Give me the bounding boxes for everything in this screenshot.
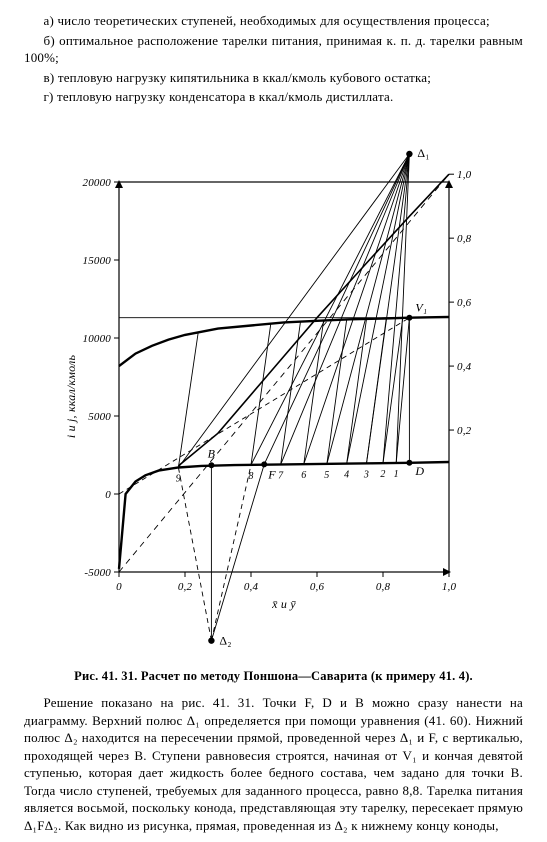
svg-text:2: 2 xyxy=(380,469,385,480)
figure-caption: Рис. 41. 31. Расчет по методу Поншона—Са… xyxy=(49,668,498,684)
item-b: б) оптимальное расположение тарелки пита… xyxy=(24,32,523,67)
svg-text:15000: 15000 xyxy=(82,255,111,267)
item-d: г) тепловую нагрузку конденсатора в ккал… xyxy=(24,88,523,106)
svg-text:3: 3 xyxy=(362,469,368,480)
svg-text:-5000: -5000 xyxy=(84,567,111,579)
svg-text:5: 5 xyxy=(324,470,329,481)
item-a: а) число теоретических ступеней, необход… xyxy=(24,12,523,30)
svg-text:D: D xyxy=(414,464,424,478)
svg-text:x̄ и ȳ: x̄ и ȳ xyxy=(271,597,296,611)
svg-text:10000: 10000 xyxy=(82,333,111,345)
svg-text:0,4: 0,4 xyxy=(243,581,258,593)
svg-text:20000: 20000 xyxy=(82,177,111,189)
svg-text:0,6: 0,6 xyxy=(309,581,324,593)
svg-text:0,8: 0,8 xyxy=(375,581,390,593)
svg-text:0,4: 0,4 xyxy=(457,361,472,373)
svg-text:0: 0 xyxy=(105,489,111,501)
svg-text:V₁: V₁ xyxy=(415,300,427,314)
svg-text:0,6: 0,6 xyxy=(457,297,472,309)
svg-text:F: F xyxy=(267,467,276,481)
svg-text:B: B xyxy=(207,446,215,460)
solution-paragraph: Решение показано на рис. 41. 31. Точки F… xyxy=(24,694,523,834)
svg-text:4: 4 xyxy=(344,469,349,480)
svg-text:1,0: 1,0 xyxy=(457,169,472,181)
svg-text:6: 6 xyxy=(301,470,306,481)
svg-text:i и j, ккал/кмоль: i и j, ккал/кмоль xyxy=(64,354,78,438)
svg-text:5000: 5000 xyxy=(88,411,111,423)
svg-text:Δ₂: Δ₂ xyxy=(219,633,231,647)
svg-text:1: 1 xyxy=(393,469,398,480)
svg-text:0,2: 0,2 xyxy=(177,581,192,593)
svg-text:1,0: 1,0 xyxy=(441,581,456,593)
item-c: в) тепловую нагрузку кипятильника в ккал… xyxy=(24,69,523,87)
svg-text:0,2: 0,2 xyxy=(457,425,472,437)
ponchon-savarit-chart: -5000 0 5000 10000 15000 20000 0 0,2 0,4 0,6 0,8 1,… xyxy=(59,122,489,662)
svg-text:Δ₁: Δ₁ xyxy=(417,146,429,160)
svg-text:0: 0 xyxy=(116,581,122,593)
svg-text:0,8: 0,8 xyxy=(457,233,472,245)
svg-text:7: 7 xyxy=(278,470,284,481)
figure-41-31: -5000 0 5000 10000 15000 20000 0 0,2 0,4 0,6 0,8 1,… xyxy=(24,122,523,662)
